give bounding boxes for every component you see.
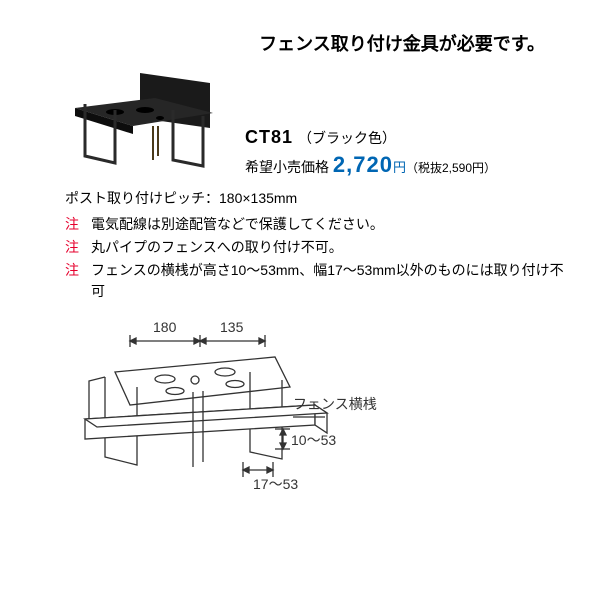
product-image [35, 68, 235, 178]
note-marker: 注 [65, 260, 91, 302]
notes-block: 注 電気配線は別途配管などで保護してください。 注 丸パイプのフェンスへの取り付… [65, 214, 565, 302]
fence-rail-label: フェンス横桟 [293, 396, 377, 412]
model-line: CT81 （ブラック色） [245, 127, 496, 148]
bracket-svg [75, 73, 213, 166]
note-text: フェンスの横桟が高さ10〜53mm、幅17〜53mm以外のものには取り付け不可 [91, 260, 565, 302]
dim-135: 135 [220, 319, 244, 335]
price-yen: 円 [393, 160, 406, 175]
product-info: CT81 （ブラック色） 希望小売価格 2,720円（税抜2,590円） [245, 127, 496, 178]
price-tax: （税抜2,590円） [406, 161, 496, 175]
note-row: 注 電気配線は別途配管などで保護してください。 [65, 214, 565, 235]
dim-180: 180 [153, 319, 177, 335]
range-w: 17〜53 [253, 476, 298, 492]
note-row: 注 丸パイプのフェンスへの取り付け不可。 [65, 237, 565, 258]
note-row: 注 フェンスの横桟が高さ10〜53mm、幅17〜53mm以外のものには取り付け不… [65, 260, 565, 302]
price-line: 希望小売価格 2,720円（税抜2,590円） [245, 152, 496, 178]
spec-text: ポスト取り付けピッチ：180×135mm [65, 188, 565, 208]
color-label: （ブラック色） [298, 130, 396, 146]
note-text: 電気配線は別途配管などで保護してください。 [91, 214, 565, 235]
range-h: 10〜53 [291, 432, 336, 448]
price-value: 2,720 [333, 152, 393, 177]
note-marker: 注 [65, 214, 91, 235]
model-code: CT81 [245, 127, 293, 147]
note-text: 丸パイプのフェンスへの取り付け不可。 [91, 237, 565, 258]
price-label: 希望小売価格 [245, 159, 329, 175]
heading: フェンス取り付け金具が必要です。 [35, 30, 565, 56]
dimension-diagram: 180 135 フェンス横桟 [75, 317, 395, 527]
product-row: CT81 （ブラック色） 希望小売価格 2,720円（税抜2,590円） [35, 68, 565, 178]
note-marker: 注 [65, 237, 91, 258]
